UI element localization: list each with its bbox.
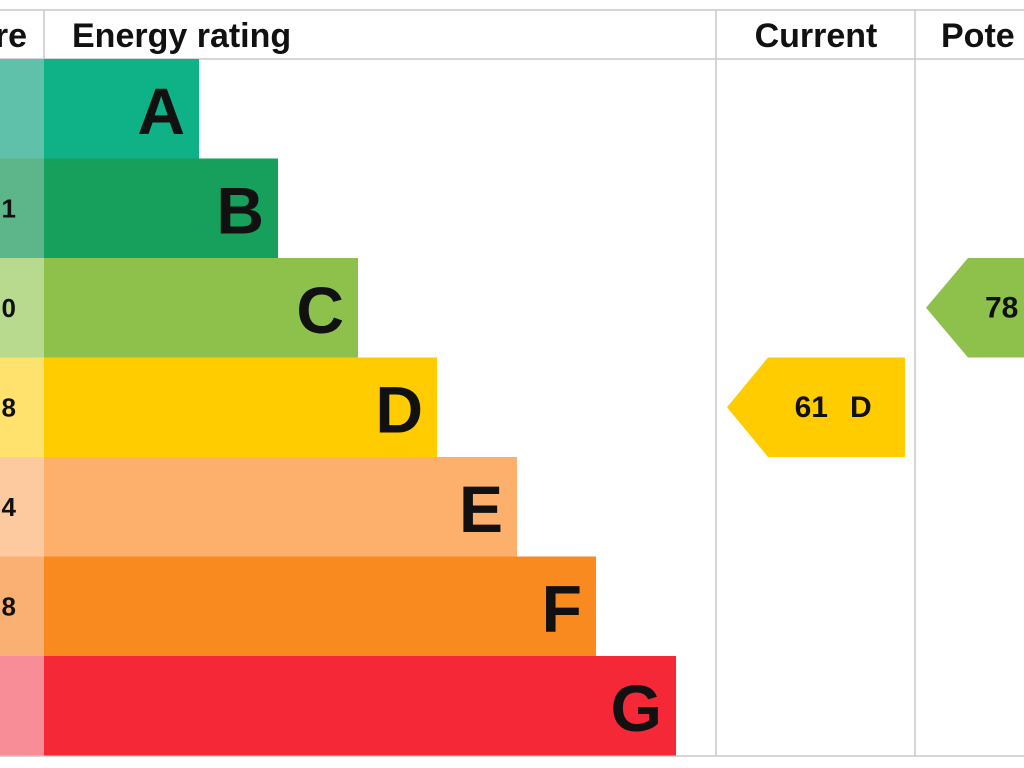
rating-letter: B [216,173,264,247]
score-header: re [0,17,27,55]
rating-bar [44,556,596,656]
score-cell [0,457,44,557]
current-band: D [850,391,872,424]
potential-header: Pote [941,17,1015,55]
rating-letter: F [542,571,582,645]
score-cell [0,258,44,358]
rating-bar [44,158,278,258]
rating-bar [44,656,676,756]
rating-letter: E [459,472,503,546]
rating-bar [44,258,358,358]
potential-value: 78 [985,291,1018,324]
current-header: Current [755,17,878,55]
rating-header: Energy rating [72,17,291,55]
current-arrow [727,357,905,457]
rating-letter: A [137,74,185,148]
potential-arrow [926,258,1024,358]
rating-letter: C [296,273,344,347]
score-range: 0 [2,293,16,323]
score-range: 4 [2,492,17,522]
score-cell [0,158,44,258]
score-cell [0,59,44,159]
current-value: 61 [795,391,828,424]
rating-bar [44,457,517,557]
score-cell [0,556,44,656]
score-cell [0,656,44,756]
rating-bar [44,59,199,159]
rating-letter: D [375,372,423,446]
rating-letter: G [611,671,662,745]
score-cell [0,357,44,457]
score-range: 8 [2,591,16,621]
score-range: 8 [2,392,16,422]
rating-bar [44,357,437,457]
score-range: 1 [2,193,16,223]
